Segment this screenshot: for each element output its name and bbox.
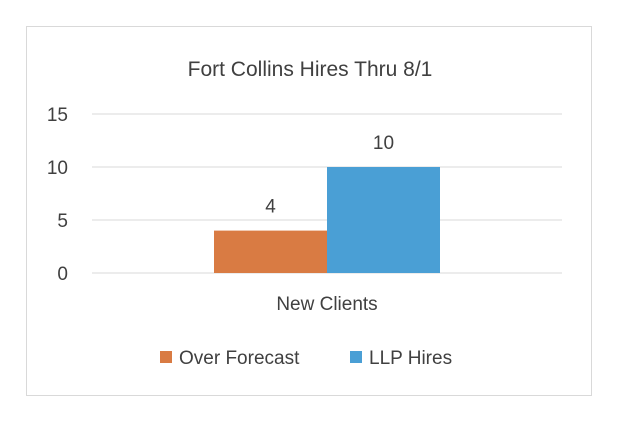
legend-swatch [350,351,362,363]
bar-over-forecast [214,230,327,273]
data-labels: 4 10 [265,133,394,218]
chart-title: Fort Collins Hires Thru 8/1 [188,58,433,81]
legend-swatch [160,351,172,363]
x-axis: New Clients [276,294,377,315]
y-tick-label: 10 [47,158,68,179]
legend-item: Over Forecast [160,348,300,369]
y-axis: 0 5 10 15 [47,105,68,285]
x-category-label: New Clients [276,294,377,315]
data-label: 4 [265,197,276,218]
bar-llp-hires [327,167,440,273]
data-label: 10 [373,133,394,154]
y-tick-label: 15 [47,105,68,126]
legend-item: LLP Hires [350,348,452,369]
legend-label: LLP Hires [369,348,452,369]
y-tick-label: 0 [57,264,68,285]
y-tick-label: 5 [57,211,68,232]
legend: Over Forecast LLP Hires [160,348,452,369]
legend-label: Over Forecast [179,348,300,369]
chart-frame [26,26,592,396]
bars [214,167,440,273]
